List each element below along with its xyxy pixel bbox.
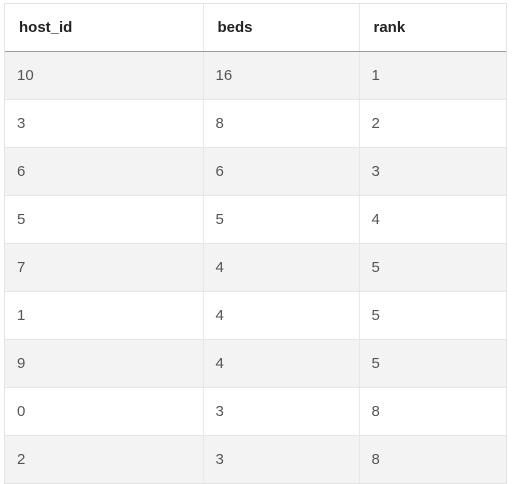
cell-rank: 8	[359, 387, 506, 436]
table-body: 10 16 1 3 8 2 6 6 3 5 5 4 7 4 5	[5, 51, 506, 483]
table-row: 5 5 4	[5, 195, 506, 244]
table-row: 9 4 5	[5, 339, 506, 388]
table-row: 10 16 1	[5, 51, 506, 100]
table-row: 0 3 8	[5, 387, 506, 436]
results-table-container: host_id beds rank 10 16 1 3 8 2 6 6 3	[4, 3, 507, 484]
column-header-rank: rank	[359, 4, 506, 52]
cell-beds: 8	[203, 99, 360, 148]
column-header-host-id: host_id	[5, 4, 204, 52]
table-row: 1 4 5	[5, 291, 506, 340]
cell-beds: 3	[203, 435, 360, 483]
cell-rank: 5	[359, 291, 506, 340]
cell-rank: 3	[359, 147, 506, 196]
table-row: 3 8 2	[5, 99, 506, 148]
cell-host-id: 6	[5, 147, 204, 196]
header-row: host_id beds rank	[5, 4, 506, 52]
table-row: 2 3 8	[5, 435, 506, 483]
column-header-beds: beds	[203, 4, 360, 52]
cell-rank: 5	[359, 243, 506, 292]
table-row: 7 4 5	[5, 243, 506, 292]
cell-rank: 2	[359, 99, 506, 148]
cell-beds: 4	[203, 243, 360, 292]
cell-host-id: 7	[5, 243, 204, 292]
cell-rank: 1	[359, 51, 506, 100]
cell-beds: 4	[203, 291, 360, 340]
cell-beds: 4	[203, 339, 360, 388]
results-table: host_id beds rank 10 16 1 3 8 2 6 6 3	[5, 4, 506, 483]
cell-rank: 4	[359, 195, 506, 244]
cell-beds: 5	[203, 195, 360, 244]
cell-host-id: 3	[5, 99, 204, 148]
cell-rank: 5	[359, 339, 506, 388]
cell-host-id: 10	[5, 51, 204, 100]
cell-beds: 16	[203, 51, 360, 100]
cell-beds: 3	[203, 387, 360, 436]
table-row: 6 6 3	[5, 147, 506, 196]
cell-host-id: 5	[5, 195, 204, 244]
table-header: host_id beds rank	[5, 4, 506, 52]
cell-host-id: 9	[5, 339, 204, 388]
cell-host-id: 2	[5, 435, 204, 483]
cell-rank: 8	[359, 435, 506, 483]
cell-host-id: 0	[5, 387, 204, 436]
cell-host-id: 1	[5, 291, 204, 340]
cell-beds: 6	[203, 147, 360, 196]
